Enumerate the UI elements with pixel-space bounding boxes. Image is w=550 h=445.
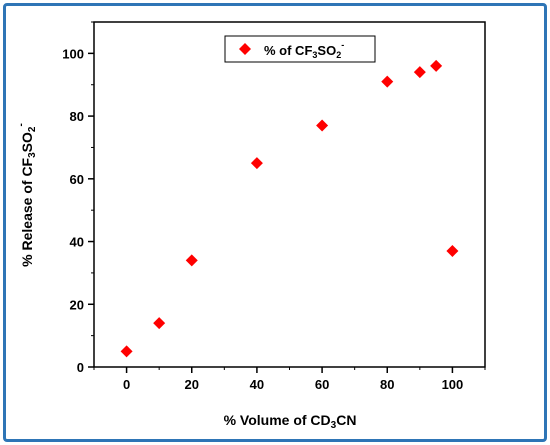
legend: % of CF3SO2-: [224, 35, 376, 63]
x-tick-label: 60: [315, 377, 329, 392]
data-points: [120, 59, 459, 358]
legend-marker-diamond: [239, 43, 251, 55]
data-point: [381, 75, 394, 88]
data-point: [153, 317, 166, 330]
x-tick-label: 100: [442, 377, 464, 392]
y-tick-label: 0: [77, 360, 84, 375]
y-tick-label: 60: [70, 172, 84, 187]
y-tick-label: 100: [62, 46, 84, 61]
x-axis-title: % Volume of CD3CN: [224, 412, 357, 431]
data-point: [430, 59, 443, 72]
data-point: [250, 157, 263, 170]
y-tick-label: 20: [70, 297, 84, 312]
data-point: [446, 244, 459, 257]
y-tick-label: 40: [70, 235, 84, 250]
y-axis-title: % Release of CF3SO2-: [16, 123, 38, 267]
x-tick-label: 80: [380, 377, 394, 392]
data-point: [185, 254, 198, 267]
data-point: [316, 119, 329, 132]
x-tick-label: 40: [250, 377, 264, 392]
y-tick-label: 80: [70, 109, 84, 124]
x-tick-label: 20: [185, 377, 199, 392]
legend-label: % of CF3SO2-: [264, 40, 344, 60]
x-tick-label: 0: [123, 377, 130, 392]
axis-ticks: 0 20 40 60 80 100 0 20 40 60 80 100: [62, 21, 486, 392]
data-point: [120, 345, 133, 358]
plot-area-border: [93, 21, 486, 368]
data-point: [413, 66, 426, 79]
